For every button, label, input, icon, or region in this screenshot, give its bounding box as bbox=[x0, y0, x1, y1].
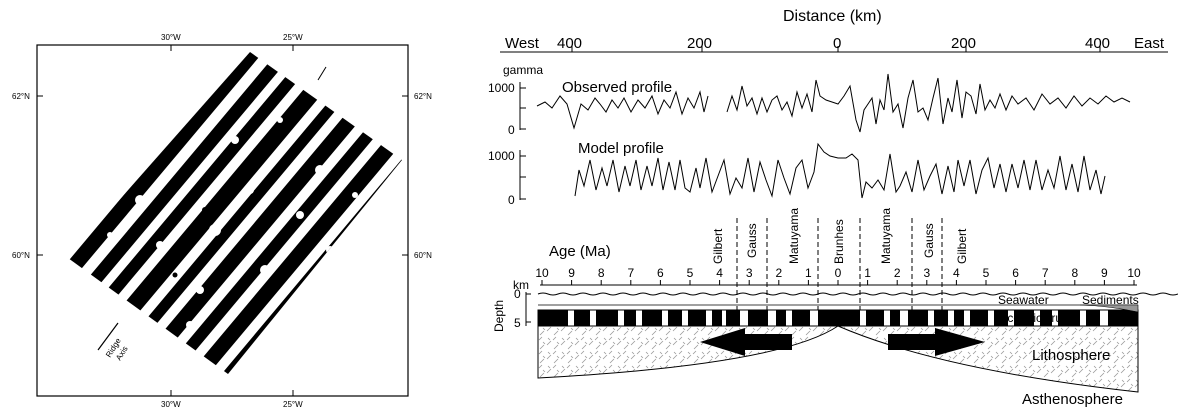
age-tick-label: 2 bbox=[775, 266, 782, 280]
asthenosphere-label: Asthenosphere bbox=[1022, 391, 1123, 408]
age-tick-label: 0 bbox=[835, 266, 842, 280]
lithosphere-label: Lithosphere bbox=[1032, 347, 1110, 364]
age-tick-label: 5 bbox=[983, 266, 990, 280]
age-tick-label: 8 bbox=[1071, 266, 1078, 280]
age-ticks: 10 9 8 7 6 5 4 3 2 1 0 1 2 3 4 5 6 7 8 9 10 bbox=[535, 266, 1141, 285]
age-tick-label: 7 bbox=[1042, 266, 1049, 280]
lon-bottom-25w: 25°W bbox=[283, 400, 303, 409]
chron-matuyama-w: Matuyama bbox=[787, 208, 801, 264]
age-tick-label: 8 bbox=[598, 266, 605, 280]
lon-top-30w: 30°W bbox=[161, 33, 181, 42]
dist-tick-0: 0 bbox=[833, 35, 841, 52]
depth-tick-0: 0 bbox=[514, 287, 521, 301]
age-tick-label: 2 bbox=[894, 266, 901, 280]
lon-bottom-30w: 30°W bbox=[161, 400, 181, 409]
lat-right-62n: 62°N bbox=[414, 92, 432, 101]
model-ytick-1000: 1000 bbox=[488, 149, 515, 163]
chron-gilbert-e: Gilbert bbox=[955, 228, 969, 264]
arrow-left bbox=[700, 328, 792, 356]
anomaly-map: Ridge Axis 30°W 25°W 30°W 25°W 62°N 60°N… bbox=[12, 33, 432, 409]
lithosphere-left bbox=[537, 325, 840, 379]
dist-tick-400e: 400 bbox=[1085, 35, 1110, 52]
age-tick-label: 9 bbox=[1101, 266, 1108, 280]
sediments-label: Sediments bbox=[1082, 293, 1139, 307]
age-label: Age (Ma) bbox=[549, 243, 611, 260]
age-tick-label: 9 bbox=[568, 266, 575, 280]
age-tick-label: 4 bbox=[953, 266, 960, 280]
chron-gauss-w: Gauss bbox=[745, 223, 759, 258]
arrow-right bbox=[888, 328, 985, 356]
sediment-wedge bbox=[1079, 304, 1139, 313]
dist-tick-200w: 200 bbox=[687, 35, 712, 52]
age-tick-label: 3 bbox=[746, 266, 753, 280]
lat-right-60n: 60°N bbox=[414, 251, 432, 260]
anomaly-stripes bbox=[68, 52, 402, 374]
chron-brunhes: Brunhes bbox=[832, 219, 846, 264]
model-ytick-0: 0 bbox=[508, 193, 515, 207]
chron-gauss-e: Gauss bbox=[922, 223, 936, 258]
east-label: East bbox=[1134, 35, 1165, 52]
age-tick-label: 1 bbox=[805, 266, 812, 280]
dist-tick-400w: 400 bbox=[557, 35, 582, 52]
sea-surface bbox=[537, 292, 1178, 296]
crust-stripes bbox=[538, 310, 1138, 326]
chron-gilbert-w: Gilbert bbox=[711, 228, 725, 264]
age-tick-label: 10 bbox=[535, 266, 549, 280]
observed-label: Observed profile bbox=[562, 79, 672, 96]
lat-left-62n: 62°N bbox=[12, 92, 30, 101]
age-tick-label: 6 bbox=[1012, 266, 1019, 280]
depth-label: Depth bbox=[492, 300, 506, 332]
chron-boundaries bbox=[736, 218, 943, 325]
observed-profile-line bbox=[536, 73, 1131, 133]
ridge-axis-line bbox=[97, 322, 119, 351]
chron-matuyama-e: Matuyama bbox=[879, 208, 893, 264]
seawater-label: Seawater bbox=[998, 293, 1049, 307]
profile-panel: Distance (km) West East 400 200 0 200 40… bbox=[488, 8, 1178, 408]
dist-tick-200e: 200 bbox=[951, 35, 976, 52]
age-tick-label: 5 bbox=[687, 266, 694, 280]
lat-left-60n: 60°N bbox=[12, 251, 30, 260]
km-label: km bbox=[513, 278, 529, 292]
model-profile-line bbox=[574, 142, 1106, 199]
obs-ytick-1000: 1000 bbox=[488, 81, 515, 95]
map-ticks bbox=[37, 45, 408, 396]
age-tick-label: 10 bbox=[1127, 266, 1141, 280]
age-tick-label: 3 bbox=[923, 266, 930, 280]
distance-title: Distance (km) bbox=[783, 8, 882, 25]
model-label: Model profile bbox=[578, 140, 664, 157]
obs-ytick-0: 0 bbox=[508, 123, 515, 137]
west-label: West bbox=[505, 35, 540, 52]
depth-tick-5: 5 bbox=[514, 316, 521, 330]
gamma-unit: gamma bbox=[503, 63, 543, 77]
lon-top-25w: 25°W bbox=[283, 33, 303, 42]
crust-label: Oceanic crust bbox=[998, 311, 1072, 325]
age-tick-label: 7 bbox=[627, 266, 634, 280]
age-tick-label: 6 bbox=[657, 266, 664, 280]
age-tick-label: 4 bbox=[716, 266, 723, 280]
age-tick-label: 1 bbox=[864, 266, 871, 280]
